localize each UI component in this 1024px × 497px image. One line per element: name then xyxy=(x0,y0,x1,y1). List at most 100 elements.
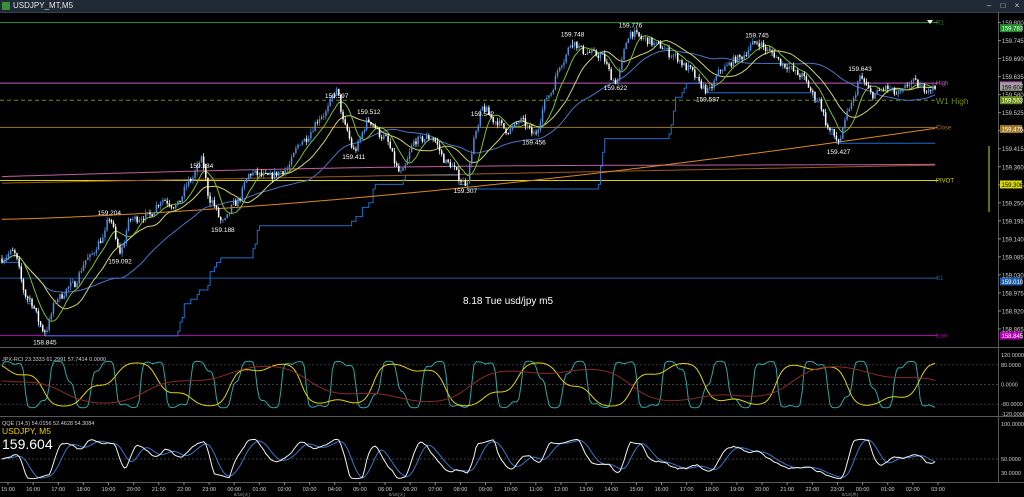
candle-body xyxy=(619,69,621,79)
candle xyxy=(267,172,269,176)
candle-body xyxy=(177,200,179,205)
candle-body xyxy=(316,122,319,124)
candle xyxy=(387,133,389,146)
candle-body xyxy=(803,73,805,77)
candle xyxy=(226,214,228,219)
candle-body xyxy=(805,76,808,81)
candle xyxy=(638,31,640,38)
candle xyxy=(84,260,87,269)
candle-body xyxy=(387,135,389,142)
x-tick-label: 15:00 xyxy=(629,487,643,493)
candle-body xyxy=(676,53,679,62)
candle-body xyxy=(110,219,113,223)
candle-body xyxy=(668,48,670,58)
candle xyxy=(486,105,488,112)
candle-body xyxy=(357,141,359,151)
candle-body xyxy=(312,131,314,133)
candle xyxy=(153,212,156,217)
candle-body xyxy=(558,67,561,71)
candle xyxy=(803,71,805,81)
candle-body xyxy=(166,200,168,204)
candle-body xyxy=(908,84,911,87)
candle xyxy=(784,63,786,70)
candle xyxy=(159,200,162,210)
candle xyxy=(799,73,801,81)
candle xyxy=(256,167,259,178)
candle-body xyxy=(889,88,891,90)
candle-body xyxy=(724,66,726,71)
candle xyxy=(614,78,617,85)
candle-body xyxy=(758,43,760,47)
candle-body xyxy=(417,136,419,145)
candle xyxy=(404,162,407,171)
x-tick-label: 22:00 xyxy=(177,487,191,493)
candle xyxy=(876,87,878,95)
candle xyxy=(533,130,535,136)
candle-body xyxy=(535,132,537,134)
x-tick-label: 16:00 xyxy=(655,487,669,493)
candle xyxy=(67,286,70,293)
candle xyxy=(368,116,370,123)
y-tick-label: 159.800 xyxy=(1002,21,1024,27)
candle-body xyxy=(391,148,394,152)
candle xyxy=(664,45,666,50)
candle-body xyxy=(20,266,23,280)
candle-body xyxy=(902,88,904,92)
candle xyxy=(477,123,479,133)
candle xyxy=(33,304,35,309)
candle xyxy=(301,140,304,146)
x-tick-label: 19:00 xyxy=(730,487,744,493)
candle xyxy=(501,119,503,126)
candle xyxy=(651,37,653,47)
candle xyxy=(24,289,27,298)
candle xyxy=(730,61,733,69)
candle-body xyxy=(473,138,475,154)
candle-body xyxy=(82,264,85,271)
candle xyxy=(290,154,293,167)
candle xyxy=(87,253,89,261)
candle xyxy=(112,220,115,229)
candle xyxy=(102,233,104,244)
candle xyxy=(769,46,771,51)
candle xyxy=(455,166,458,171)
candle xyxy=(329,96,331,107)
close-button[interactable]: × xyxy=(1014,1,1020,10)
x-tick-label: 16:00 xyxy=(26,487,40,493)
maximize-button[interactable]: □ xyxy=(1000,1,1006,10)
qqe-tick-label: 50.0000 xyxy=(1001,457,1021,463)
candle-body xyxy=(925,91,928,93)
candle xyxy=(582,44,585,56)
candle xyxy=(190,177,192,184)
candle xyxy=(205,163,207,182)
candle-body xyxy=(262,173,265,176)
candle-body xyxy=(432,138,434,140)
candle-body xyxy=(839,138,842,142)
candle xyxy=(578,43,580,51)
candle-body xyxy=(106,219,108,231)
candle xyxy=(681,58,683,68)
candle-body xyxy=(35,308,38,312)
candle-body xyxy=(571,45,574,47)
candle-body xyxy=(157,205,160,206)
candle xyxy=(114,223,117,241)
candle-body xyxy=(365,119,368,130)
candle-body xyxy=(816,99,818,101)
candle-body xyxy=(84,260,87,265)
price-label: 159.587 xyxy=(696,96,720,103)
chart-canvas[interactable]: 158.845 159.092 159.204 159.384 159.188 159.5… xyxy=(0,12,1024,497)
candle xyxy=(854,91,857,101)
minimize-button[interactable]: – xyxy=(986,1,992,10)
candle-body xyxy=(121,247,123,254)
candle xyxy=(82,261,85,272)
candle-body xyxy=(882,89,885,91)
candle-body xyxy=(222,219,224,221)
candle-body xyxy=(192,177,194,182)
candle xyxy=(22,277,25,294)
candle-body xyxy=(541,109,544,123)
candle-body xyxy=(142,219,145,220)
candle-body xyxy=(363,129,366,132)
candle xyxy=(350,136,353,149)
candle-body xyxy=(777,56,780,59)
candle xyxy=(816,97,818,102)
candle-body xyxy=(353,147,355,149)
